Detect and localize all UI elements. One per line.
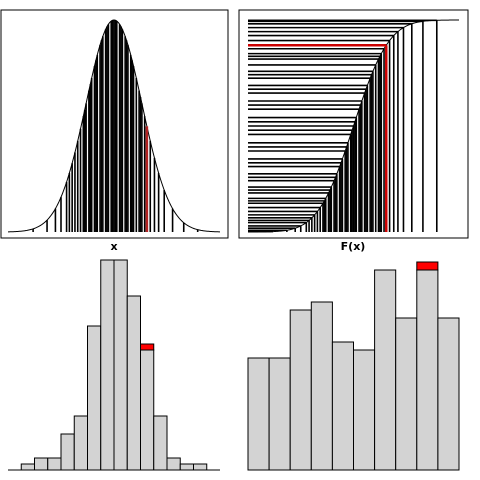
highlight-bar — [140, 343, 155, 351]
bar — [310, 301, 333, 471]
bar — [47, 457, 62, 471]
highlight-bar — [416, 261, 439, 271]
bar — [179, 463, 194, 471]
panel-frame — [238, 9, 469, 239]
panel-frame — [0, 9, 229, 239]
bar — [353, 349, 376, 471]
bar — [247, 357, 270, 471]
x-axis-label: x — [110, 240, 117, 253]
bar — [34, 457, 49, 471]
bar — [289, 309, 312, 471]
bar — [268, 357, 291, 471]
bar — [437, 317, 460, 471]
bar — [126, 295, 141, 471]
bar — [60, 433, 75, 471]
bar — [140, 349, 155, 471]
bar — [73, 415, 88, 471]
bar — [100, 259, 115, 471]
bar — [166, 457, 181, 471]
bar — [87, 325, 102, 471]
bar — [331, 341, 354, 471]
x-axis-label: F(x) — [341, 240, 366, 253]
bar — [113, 259, 128, 471]
bar — [416, 269, 439, 471]
bar — [20, 463, 35, 471]
bar — [153, 415, 168, 471]
bar — [374, 269, 397, 471]
bar — [193, 463, 208, 471]
bar — [395, 317, 418, 471]
